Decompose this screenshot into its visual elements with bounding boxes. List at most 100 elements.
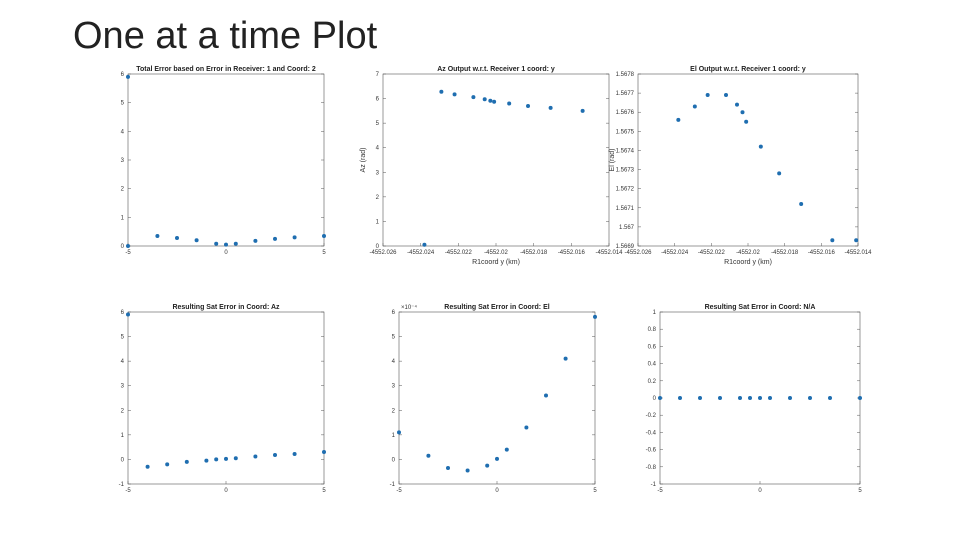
- y-tick-label: 0.8: [648, 327, 657, 333]
- y-tick-label: 3: [121, 158, 125, 164]
- data-point: [768, 396, 772, 400]
- data-point: [658, 396, 662, 400]
- y-tick-label: 2: [121, 187, 125, 193]
- y-tick-label: -1: [390, 482, 396, 488]
- data-point: [748, 396, 752, 400]
- y-tick-label: 7: [376, 72, 380, 78]
- y-tick-label: 3: [121, 384, 125, 390]
- x-tick-label: 0: [224, 250, 228, 256]
- chart-panel-el-output: El Output w.r.t. Receiver 1 coord: y -455…: [608, 62, 872, 272]
- chart-title: Total Error based on Error in Receiver: …: [136, 66, 316, 73]
- data-point: [471, 95, 476, 100]
- chart-svg: Total Error based on Error in Receiver: …: [121, 66, 327, 256]
- x-tick-label: -4552.016: [808, 250, 836, 256]
- data-point: [273, 236, 277, 241]
- y-tick-label: 0.2: [648, 379, 657, 385]
- y-tick-label: 6: [121, 310, 125, 316]
- x-tick-label: -4552.02: [736, 250, 760, 256]
- data-point: [322, 450, 326, 455]
- chart-svg: Resulting Sat Error in Coord: N/A -5 0 5 -1 -…: [646, 304, 863, 494]
- x-tick-label: -4552.02: [484, 250, 508, 256]
- data-point: [548, 105, 553, 110]
- x-tick-label: 5: [593, 488, 597, 494]
- x-tick-label: 0: [224, 488, 228, 494]
- x-tick-label: -5: [125, 488, 131, 494]
- data-point: [724, 93, 728, 98]
- y-tick-label: 1: [392, 433, 396, 439]
- data-point: [126, 74, 130, 79]
- data-point: [777, 171, 782, 176]
- y-tick-label: 3: [392, 384, 396, 390]
- data-point: [482, 97, 487, 102]
- data-point: [426, 453, 431, 458]
- x-tick-label: 5: [322, 488, 326, 494]
- data-point: [705, 93, 710, 98]
- data-point: [788, 396, 792, 400]
- data-point: [504, 447, 509, 452]
- data-point: [204, 458, 209, 463]
- y-tick-label: -0.8: [646, 465, 657, 471]
- y-tick-label: -1: [119, 482, 125, 488]
- data-point: [224, 242, 228, 247]
- data-point: [273, 453, 277, 458]
- y-tick-label: 0.6: [648, 344, 657, 350]
- data-point: [214, 241, 219, 246]
- data-point: [175, 235, 179, 240]
- data-point: [422, 242, 427, 247]
- data-point: [292, 452, 297, 457]
- x-tick-label: 5: [858, 488, 862, 494]
- y-tick-label: 3: [376, 170, 380, 176]
- data-point: [126, 244, 130, 248]
- data-point: [524, 425, 529, 430]
- data-point: [126, 312, 130, 317]
- data-point: [184, 459, 189, 464]
- x-tick-label: -4552.022: [698, 250, 726, 256]
- data-point: [507, 101, 512, 106]
- data-point: [397, 430, 401, 435]
- y-tick-label: 1: [653, 310, 657, 316]
- x-tick-label: -5: [125, 250, 131, 256]
- x-tick-label: -4552.018: [771, 250, 799, 256]
- y-tick-label: 1.5675: [616, 129, 635, 135]
- chart-svg: El Output w.r.t. Receiver 1 coord: y -455…: [609, 66, 872, 266]
- data-point: [692, 104, 697, 109]
- data-point: [544, 393, 548, 398]
- data-point: [155, 233, 160, 238]
- y-tick-label: 6: [121, 72, 125, 78]
- x-tick-label: 0: [758, 488, 762, 494]
- plot-frame: [637, 73, 859, 247]
- data-point: [224, 456, 228, 461]
- y-tick-label: 4: [376, 146, 380, 152]
- data-point: [492, 99, 497, 104]
- data-point: [485, 463, 490, 468]
- y-tick-label: 2: [376, 195, 380, 201]
- x-tick-label: -4552.014: [595, 250, 623, 256]
- y-tick-label: 1.5674: [616, 148, 635, 154]
- y-tick-label: 5: [392, 335, 396, 341]
- data-point: [233, 241, 238, 246]
- data-point: [758, 396, 762, 400]
- x-tick-label: 5: [322, 250, 326, 256]
- chart-svg: Resulting Sat Error in Coord: Az -5 0 5 -1 0 1…: [119, 304, 327, 494]
- data-point: [678, 396, 682, 400]
- y-tick-label: 1.5676: [616, 110, 635, 116]
- y-tick-label: 1: [121, 215, 125, 221]
- y-tick-label: 1: [376, 219, 380, 225]
- data-point: [738, 396, 742, 400]
- y-tick-label: 4: [121, 359, 125, 365]
- y-tick-label: 5: [376, 121, 380, 127]
- y-tick-label: 0.4: [648, 362, 657, 368]
- data-point: [735, 102, 739, 107]
- chart-title: Resulting Sat Error in Coord: N/A: [705, 304, 816, 311]
- data-point: [854, 238, 859, 243]
- chart-title: Resulting Sat Error in Coord: El: [444, 304, 549, 311]
- y-tick-label: 0: [121, 244, 125, 250]
- y-axis-exponent: ×10⁻⁴: [401, 304, 417, 311]
- data-point: [253, 238, 258, 243]
- y-tick-label: 1.5678: [616, 72, 635, 78]
- data-point: [828, 396, 832, 400]
- data-point: [233, 456, 238, 461]
- y-tick-label: -1: [651, 482, 657, 488]
- chart-panel-total-error: Total Error based on Error in Receiver: …: [100, 62, 340, 267]
- data-point: [322, 233, 326, 238]
